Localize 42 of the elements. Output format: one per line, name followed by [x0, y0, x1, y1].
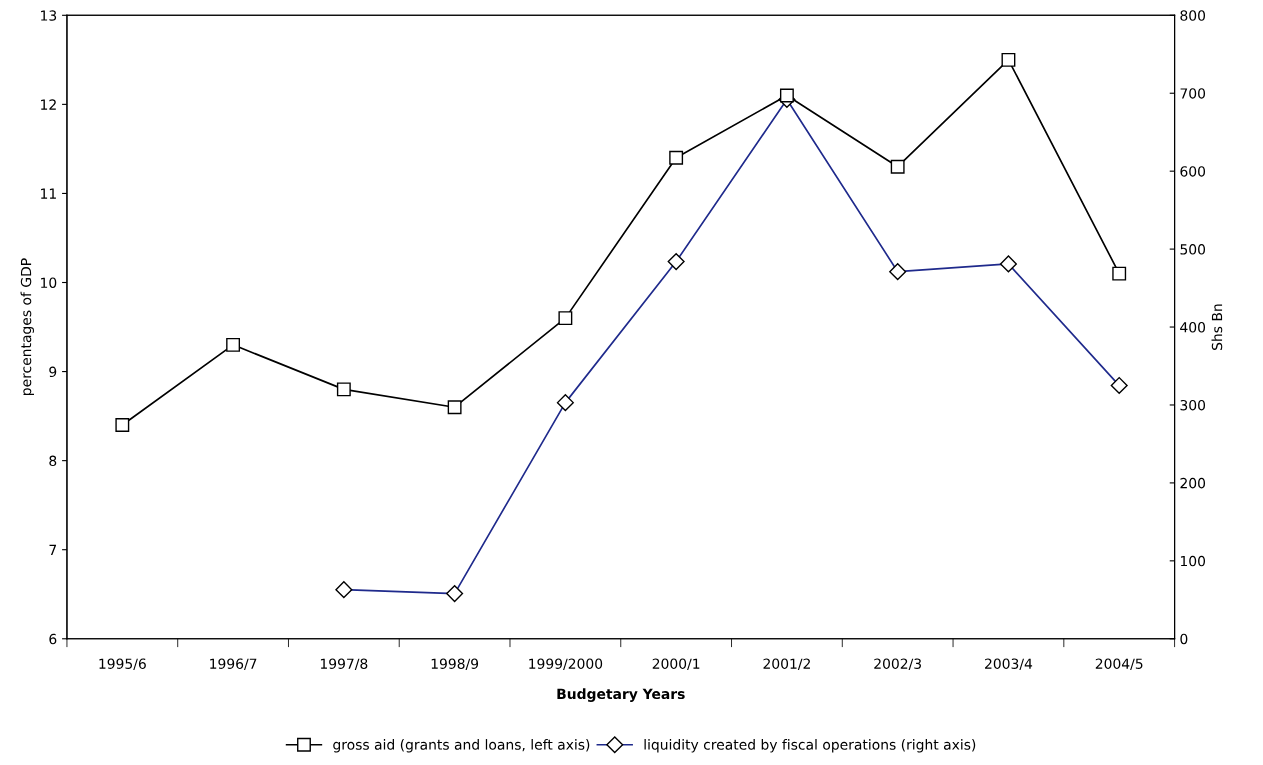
y2-tick-label: 800: [1180, 10, 1206, 21]
y2-tick-label: 200: [1180, 477, 1206, 489]
point: [558, 311, 573, 326]
y-tick-label: 9: [49, 366, 57, 378]
x-tick-label: 2001/2: [763, 658, 810, 671]
y2-tick-label: 600: [1180, 166, 1206, 177]
point: [890, 159, 905, 174]
x-tick-label: 2000/1: [652, 658, 700, 671]
point: [1001, 52, 1016, 67]
point: [447, 400, 462, 415]
point: [336, 382, 351, 397]
x-tick-label: 2002/3: [874, 658, 921, 671]
y2-tick-label: 700: [1180, 88, 1206, 99]
y-tick-label: 10: [41, 277, 57, 288]
point: [115, 418, 130, 432]
y2-tick-label: 400: [1180, 322, 1206, 333]
point: [226, 337, 241, 352]
y-axis-title: percentages of GDP: [20, 258, 34, 395]
y-tick-label: 7: [49, 544, 57, 555]
legend-label: liquidity created by fiscal operations (right axis): [644, 739, 976, 753]
x-tick-label: 2003/4: [985, 658, 1033, 671]
y-tick-label: 8: [49, 455, 57, 467]
legend-label: gross aid (grants and loans, left axis): [333, 739, 590, 753]
y-tick-label: 12: [41, 99, 56, 110]
point: [669, 150, 684, 165]
y2-axis-title: Shs Bn: [1211, 304, 1223, 350]
point: [779, 88, 794, 103]
y-tick-label: 11: [41, 188, 56, 199]
y2-tick-label: 300: [1180, 399, 1206, 411]
x-tick-label: 1997/8: [320, 658, 368, 671]
y2-tick-label: 100: [1180, 555, 1206, 567]
x-tick-label: 1996/7: [210, 658, 257, 671]
x-tick-label: 1999/2000: [529, 658, 603, 671]
y2-tick-label: 500: [1180, 244, 1206, 255]
x-tick-label: 1995/6: [99, 658, 146, 671]
y-tick-label: 13: [41, 10, 57, 21]
y2-tick-label: 0: [1180, 633, 1188, 645]
x-tick-label: 2004/5: [1095, 658, 1143, 671]
y-tick-label: 6: [49, 633, 57, 645]
point: [1112, 266, 1127, 281]
x-tick-label: 1998/9: [431, 658, 479, 671]
x-axis-title: Budgetary Years: [557, 688, 685, 702]
